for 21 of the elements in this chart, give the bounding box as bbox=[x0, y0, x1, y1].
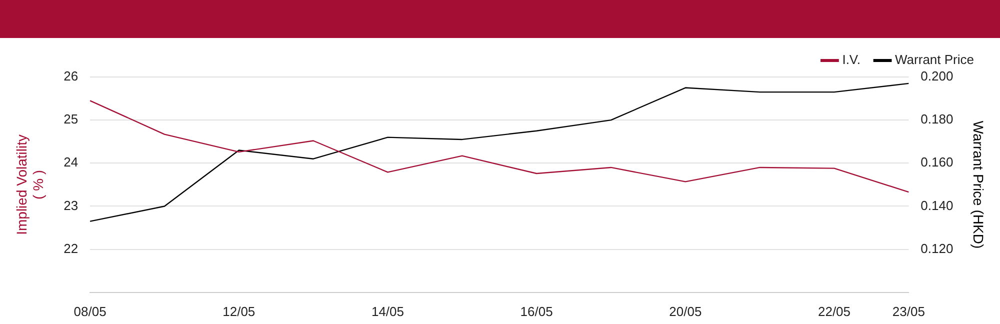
x-tick-label: 20/05 bbox=[669, 304, 702, 319]
y2-axis-title: Warrant Price (HKD) bbox=[970, 120, 987, 249]
y2-tick-label: 0.120 bbox=[920, 240, 954, 256]
y2-tick-label: 0.200 bbox=[920, 68, 954, 84]
x-tick-label: 14/05 bbox=[371, 304, 404, 319]
x-tick-label: 22/05 bbox=[818, 304, 851, 319]
x-tick-label: 16/05 bbox=[520, 304, 553, 319]
x-tick-label: 08/05 bbox=[74, 304, 106, 319]
y-axis-title: Implied Volatility ( % ) bbox=[13, 134, 46, 235]
legend-label: I.V. bbox=[842, 52, 861, 68]
y-tick-label: 23 bbox=[64, 198, 78, 213]
legend-label: Warrant Price bbox=[895, 52, 974, 68]
y-tick-label: 24 bbox=[64, 154, 78, 170]
y2-tick-label: 0.140 bbox=[920, 198, 954, 213]
x-tick-label: 23/05 bbox=[892, 304, 925, 319]
y-tick-label: 26 bbox=[64, 68, 78, 84]
x-tick-label: 12/05 bbox=[222, 304, 256, 319]
y-tick-label: 25 bbox=[64, 112, 78, 127]
y2-tick-label: 0.160 bbox=[920, 154, 954, 170]
y2-tick-label: 0.180 bbox=[920, 112, 954, 127]
y-tick-label: 22 bbox=[64, 240, 78, 256]
